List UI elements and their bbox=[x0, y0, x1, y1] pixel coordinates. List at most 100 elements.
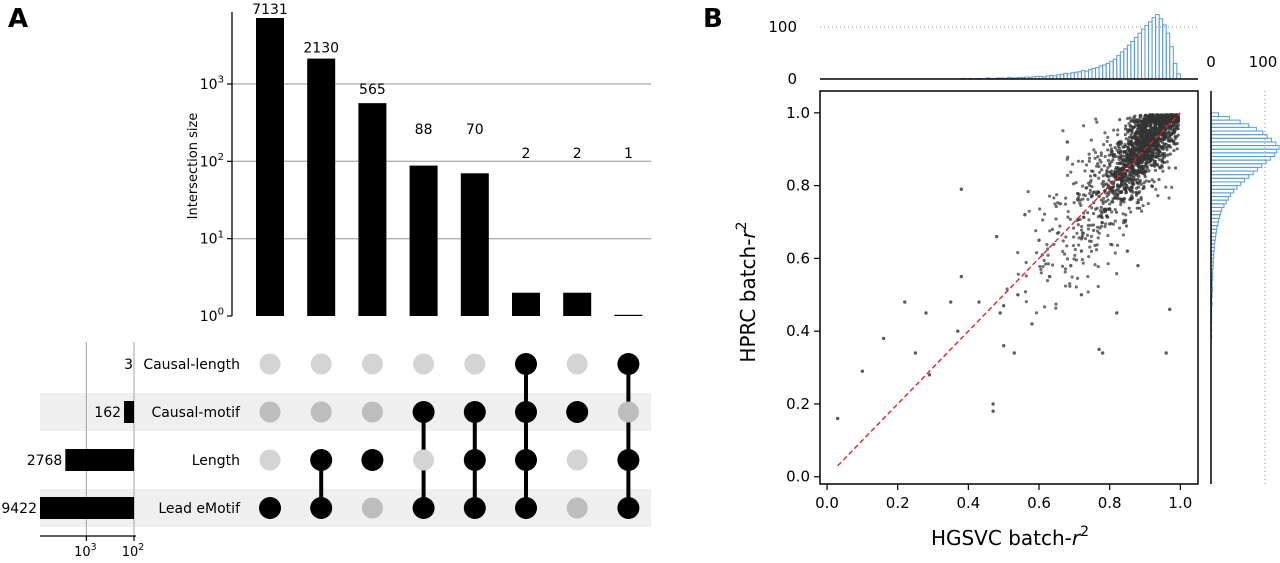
scatter-point bbox=[1127, 122, 1131, 126]
scatter-point bbox=[1165, 160, 1169, 164]
scatter-point bbox=[1150, 133, 1155, 137]
scatter-point bbox=[1090, 206, 1094, 210]
top-hist-bar bbox=[1158, 18, 1164, 80]
scatter-point bbox=[1124, 160, 1128, 164]
scatter-point bbox=[1034, 229, 1038, 233]
scatter-point bbox=[1107, 162, 1112, 166]
scatter-point bbox=[1115, 193, 1119, 197]
scatter-point bbox=[1042, 258, 1046, 263]
scatter-point bbox=[1106, 135, 1110, 139]
matrix-dot-on bbox=[310, 497, 333, 519]
scatter-point bbox=[1105, 169, 1109, 173]
intersection-bar bbox=[460, 173, 489, 316]
scatter-point bbox=[1023, 290, 1028, 294]
set-name-label: Lead eMotif bbox=[158, 501, 241, 517]
scatter-point bbox=[1148, 128, 1152, 132]
scatter-point bbox=[1131, 146, 1135, 150]
scatter-point bbox=[1045, 242, 1049, 247]
scatter-point bbox=[1096, 155, 1100, 159]
scatter-point bbox=[1099, 224, 1104, 228]
matrix-dot-off bbox=[259, 353, 281, 375]
scatter-point bbox=[1071, 182, 1076, 186]
scatter-point bbox=[1130, 163, 1135, 167]
scatter-point bbox=[1097, 231, 1101, 235]
scatter-point bbox=[1090, 169, 1094, 173]
bar-value-label: 2 bbox=[573, 146, 582, 162]
scatter-point bbox=[1157, 151, 1161, 155]
scatter-point bbox=[1065, 157, 1069, 161]
scatter-point bbox=[1016, 293, 1020, 297]
matrix-dot-off bbox=[310, 353, 332, 375]
right-hist-bar bbox=[1210, 159, 1267, 165]
scatter-point bbox=[1070, 275, 1074, 279]
matrix-dot-on bbox=[515, 497, 537, 519]
scatter-point bbox=[1054, 217, 1058, 221]
scatter-point bbox=[1105, 139, 1109, 144]
scatter-point bbox=[1124, 191, 1128, 195]
scatter-point bbox=[1091, 228, 1096, 232]
set-size-label: 2768 bbox=[27, 453, 63, 469]
right-hist-tick-label: 100 bbox=[1249, 53, 1278, 71]
scatter-point bbox=[1114, 210, 1119, 214]
scatter-point bbox=[1129, 166, 1134, 170]
scatter-point bbox=[1097, 176, 1101, 180]
y-tick-label: 1.0 bbox=[786, 104, 810, 122]
scatter-point bbox=[1105, 194, 1109, 198]
scatter-point bbox=[1073, 253, 1077, 257]
top-hist-bar bbox=[1137, 32, 1142, 80]
scatter-point bbox=[1113, 154, 1118, 159]
scatter-point bbox=[1109, 242, 1113, 246]
scatter-point bbox=[1104, 200, 1108, 204]
scatter-point bbox=[1012, 351, 1016, 355]
top-hist-bar bbox=[1102, 64, 1107, 80]
scatter-point bbox=[1155, 162, 1159, 167]
top-hist-bar bbox=[1144, 24, 1150, 80]
y-tick-label: 0.0 bbox=[786, 468, 810, 486]
scatter-point bbox=[1106, 233, 1110, 238]
scatter-point bbox=[1122, 200, 1126, 204]
y-tick-label: 0.6 bbox=[786, 249, 810, 267]
scatter-point bbox=[1149, 135, 1153, 139]
scatter-point bbox=[1109, 147, 1114, 151]
scatter-point bbox=[1037, 238, 1041, 242]
scatter-point bbox=[1137, 117, 1141, 121]
matrix-dot-on bbox=[617, 449, 640, 471]
intersection-bar bbox=[409, 165, 438, 316]
scatter-point bbox=[835, 416, 840, 421]
scatter-point bbox=[1160, 165, 1164, 169]
scatter-point bbox=[1074, 258, 1079, 262]
scatter-point bbox=[1101, 179, 1106, 184]
right-hist-bar bbox=[1210, 134, 1268, 139]
scatter-point bbox=[1085, 233, 1090, 237]
scatter-point bbox=[913, 351, 918, 355]
scatter-point bbox=[1084, 163, 1089, 167]
top-hist-bar bbox=[1095, 67, 1100, 80]
bar-value-label: 70 bbox=[466, 122, 484, 138]
scatter-point bbox=[1150, 178, 1154, 182]
scatter-point bbox=[1167, 196, 1171, 200]
scatter-point bbox=[956, 329, 960, 333]
scatter-point bbox=[1125, 169, 1129, 173]
scatter-point bbox=[991, 402, 995, 406]
scatter-point bbox=[1148, 120, 1152, 124]
top-hist-bar bbox=[1070, 72, 1075, 80]
scatter-point bbox=[1124, 150, 1128, 154]
scatter-point bbox=[1108, 143, 1112, 147]
scatter-point bbox=[1109, 185, 1113, 190]
scatter-point bbox=[1152, 180, 1156, 184]
scatter-point bbox=[1089, 138, 1093, 142]
scatter-point bbox=[1086, 211, 1090, 215]
scatter-point bbox=[1121, 233, 1125, 237]
scatter-point bbox=[1086, 274, 1090, 279]
scatter-point bbox=[1074, 285, 1078, 289]
scatter-point bbox=[1060, 264, 1065, 268]
matrix-dot-on bbox=[259, 497, 281, 519]
y-axis-title: HPRC batch-r2 bbox=[734, 221, 760, 362]
scatter-point bbox=[1079, 293, 1084, 297]
right-hist-bar bbox=[1210, 188, 1235, 194]
scatter-point bbox=[1081, 197, 1085, 201]
matrix-dot-on bbox=[463, 497, 486, 519]
right-hist-bar bbox=[1210, 177, 1245, 183]
scatter-point bbox=[1135, 139, 1139, 143]
scatter-point bbox=[1124, 137, 1128, 141]
